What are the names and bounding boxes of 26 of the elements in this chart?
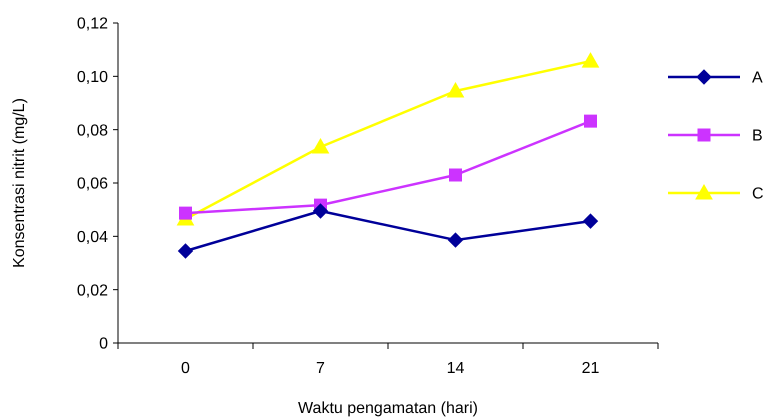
x-tick-label: 7 bbox=[316, 360, 326, 377]
y-axis-title: Konsentrasi nitrit (mg/L) bbox=[11, 98, 28, 268]
point bbox=[178, 244, 193, 258]
legend-label: C bbox=[752, 186, 764, 203]
point bbox=[313, 204, 328, 218]
legend-label: B bbox=[752, 128, 763, 145]
point bbox=[582, 52, 599, 68]
point bbox=[448, 232, 463, 248]
y-tick-label: 0,10 bbox=[76, 68, 108, 86]
point bbox=[584, 114, 597, 128]
x-tick-label: 14 bbox=[446, 360, 464, 377]
point bbox=[449, 168, 462, 182]
y-tick-label: 0,08 bbox=[76, 122, 108, 140]
x-tick-label: 0 bbox=[181, 360, 190, 377]
point bbox=[312, 138, 329, 154]
legend-label: A bbox=[752, 70, 763, 87]
y-tick-label: 0,02 bbox=[76, 282, 108, 300]
point bbox=[179, 206, 192, 220]
x-tick-label: 21 bbox=[582, 360, 600, 377]
y-tick-label: 0 bbox=[99, 336, 108, 353]
y-tick-label: 0,06 bbox=[76, 176, 108, 193]
point bbox=[583, 214, 598, 229]
x-axis-title: Waktu pengamatan (hari) bbox=[298, 400, 478, 417]
y-tick-label: 0,04 bbox=[76, 228, 108, 246]
point bbox=[447, 82, 464, 98]
y-tick-label: 0,12 bbox=[76, 16, 108, 33]
